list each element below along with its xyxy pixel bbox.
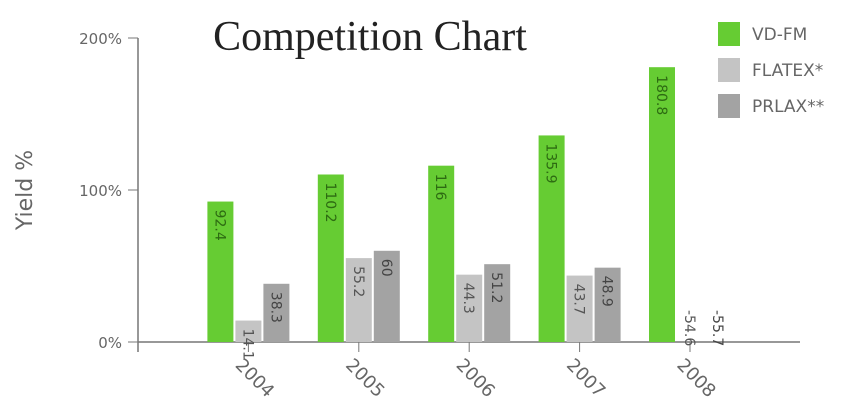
data-label: 135.9: [543, 143, 559, 183]
bar: [566, 275, 593, 342]
data-label: 116: [432, 174, 448, 201]
bar: [317, 174, 344, 342]
data-label: -55.7: [709, 310, 725, 346]
bar: [594, 267, 621, 342]
chart-title: Competition Chart: [213, 14, 527, 60]
legend-swatch: [718, 94, 740, 118]
x-tick-label: 2008: [672, 355, 719, 402]
legend-swatch: [718, 58, 740, 82]
data-label: 48.9: [599, 276, 615, 307]
x-tick-label: 2005: [341, 355, 388, 402]
bar: [263, 283, 290, 342]
x-tick-label: 2004: [231, 355, 278, 402]
data-label: 55.2: [350, 266, 366, 297]
bar: [235, 320, 262, 342]
legend-swatch: [718, 22, 740, 46]
bar: [484, 264, 511, 342]
bar: [456, 274, 483, 342]
legend-label: PRLAX**: [752, 97, 824, 117]
bar: [345, 258, 372, 342]
bar: [207, 201, 234, 342]
x-tick-label: 2007: [562, 355, 609, 402]
legend-label: FLATEX*: [752, 61, 823, 81]
data-label: 14.1: [239, 329, 255, 360]
data-label: 44.3: [460, 283, 476, 314]
data-label: 38.3: [267, 292, 283, 323]
x-tick-label: 2006: [452, 355, 499, 402]
data-label: 110.2: [322, 182, 338, 222]
bar: [428, 165, 455, 342]
bar: [373, 250, 400, 342]
data-label: 60: [378, 259, 394, 277]
bars: [207, 67, 675, 342]
data-label: -54.6: [681, 310, 697, 346]
data-label: 51.2: [488, 272, 504, 303]
data-label: 180.8: [653, 75, 669, 115]
data-label: 92.4: [211, 210, 227, 241]
y-tick-label: 100%: [79, 182, 122, 200]
y-tick-label: 200%: [79, 30, 122, 48]
legend-label: VD-FM: [752, 25, 807, 45]
bar: [538, 135, 565, 342]
data-label: 43.7: [571, 284, 587, 315]
y-tick-label: 0%: [98, 334, 122, 352]
y-axis-label: Yield %: [13, 150, 38, 231]
bar: [649, 67, 675, 342]
